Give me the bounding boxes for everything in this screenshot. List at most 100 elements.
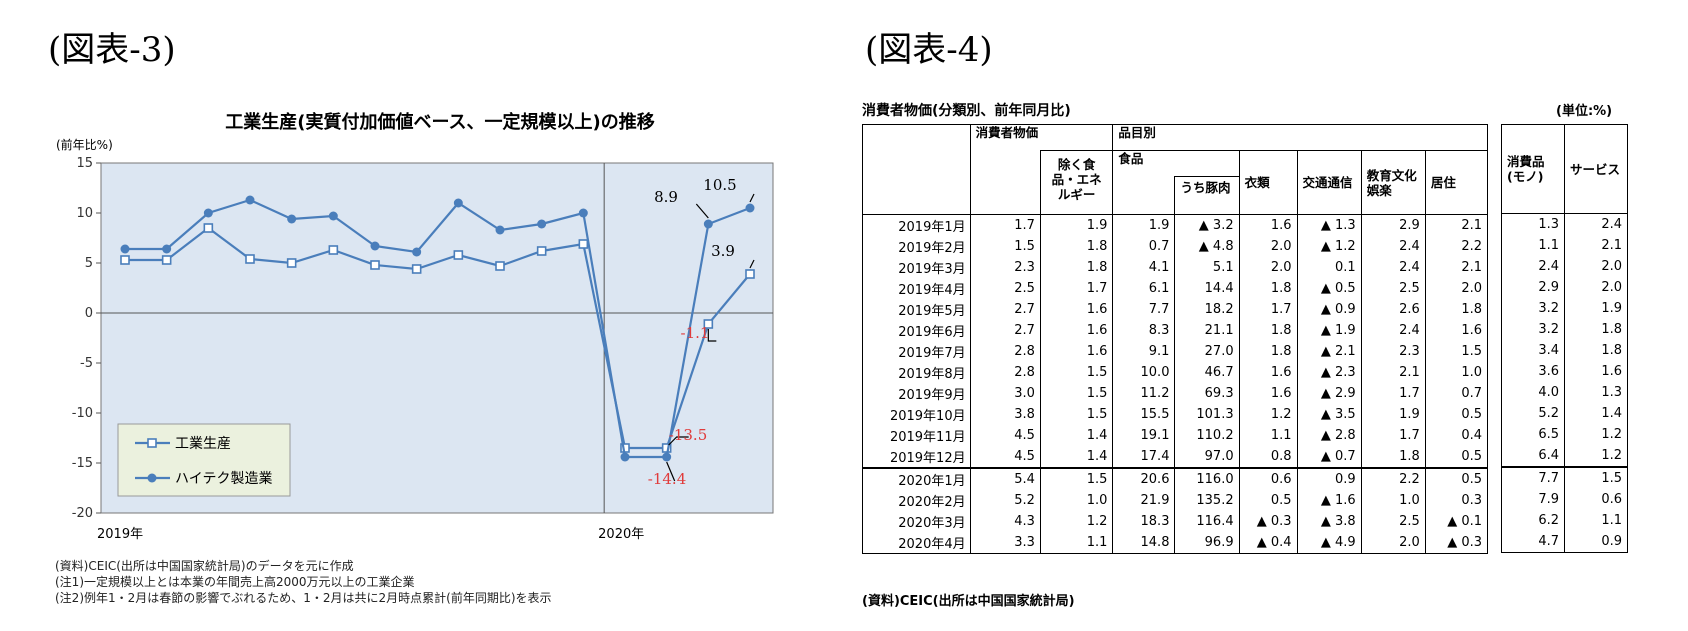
cell-value: 2.5 — [1361, 511, 1426, 532]
cell-value: 9.1 — [1112, 341, 1176, 362]
cell-value: 11.2 — [1112, 383, 1176, 404]
data-point — [453, 250, 464, 260]
cell-value: 1.5 — [1564, 466, 1628, 489]
cell-value: 7.9 — [1500, 489, 1566, 510]
cell-value: ▲ 4.9 — [1297, 532, 1362, 554]
cell-value: 0.3 — [1425, 490, 1489, 511]
y-tick-label: 10 — [76, 206, 93, 221]
cell-value: ▲ 1.3 — [1297, 214, 1362, 236]
row-month: 2019年1月 — [862, 214, 971, 236]
cell-value: 3.2 — [1500, 319, 1566, 340]
data-point — [328, 211, 338, 221]
legend-marker-1 — [147, 438, 157, 448]
cell-value: 1.6 — [1040, 299, 1114, 320]
table-row: 2019年3月 2.3 1.8 4.1 5.1 2.0 0.1 2.4 2.1 — [862, 257, 1489, 278]
cell-value: 6.4 — [1500, 445, 1566, 467]
annotation-leader — [707, 329, 717, 342]
cell-value: ▲ 2.3 — [1297, 362, 1362, 383]
cell-value: 1.9 — [1112, 214, 1176, 236]
cell-value: 135.2 — [1174, 490, 1240, 511]
cell-value: 1.5 — [1040, 362, 1114, 383]
cell-value: 15.5 — [1112, 404, 1176, 425]
legend-marker-2 — [147, 473, 157, 483]
table-row: 2019年4月 2.5 1.7 6.1 14.4 1.8 ▲ 0.5 2.5 2.0 — [862, 278, 1489, 299]
cell-value: 2.7 — [970, 299, 1041, 320]
table-row: 3.2 1.8 — [1500, 319, 1628, 340]
cell-value: 1.0 — [1040, 490, 1114, 511]
table-row: 2020年4月 3.3 1.1 14.8 96.9 ▲ 0.4 ▲ 4.9 2.0 ▲ 0.3 — [862, 532, 1489, 554]
cell-value: 2.2 — [1361, 467, 1426, 490]
cell-value: 18.3 — [1112, 511, 1176, 532]
header-items: 品目別 — [1112, 124, 1488, 151]
data-point — [370, 241, 380, 251]
cell-value: 4.0 — [1500, 382, 1566, 403]
cell-value: 2.1 — [1564, 235, 1628, 256]
annotation-label: -14.4 — [648, 470, 686, 488]
cell-value: 1.2 — [1040, 511, 1114, 532]
table-row: 2019年12月 4.5 1.4 17.4 97.0 0.8 ▲ 0.7 1.8 0.5 — [862, 446, 1489, 468]
table-row: 2019年1月 1.7 1.9 1.9 ▲ 3.2 1.6 ▲ 1.3 2.9 2.1 — [862, 214, 1489, 236]
cell-value: ▲ 0.9 — [1297, 299, 1362, 320]
cell-value: 2.9 — [1500, 277, 1566, 298]
cell-value: 2.0 — [1239, 257, 1298, 278]
header-clothing: 衣類 — [1238, 150, 1298, 215]
cell-value: 3.0 — [970, 383, 1041, 404]
annotation-leader — [695, 203, 709, 219]
cell-value: 2.1 — [1425, 214, 1489, 236]
table-row: 7.7 1.5 — [1500, 466, 1628, 489]
cell-value: 1.8 — [1239, 320, 1298, 341]
series-line-2 — [125, 198, 751, 459]
chart-notes: (資料)CEIC(出所は中国国家統計局)のデータを元に作成 (注1)一定規模以上… — [55, 558, 552, 606]
annotation-leader — [668, 436, 689, 446]
cell-value: 14.8 — [1112, 532, 1176, 554]
cell-value: 5.1 — [1174, 257, 1240, 278]
cell-value: 2.2 — [1425, 236, 1489, 257]
data-point — [495, 261, 505, 271]
cell-value: 97.0 — [1174, 446, 1240, 468]
cell-value: 1.5 — [1040, 404, 1114, 425]
cell-value: 1.2 — [1564, 445, 1628, 467]
cell-value: 2.4 — [1361, 236, 1426, 257]
cell-value: 1.0 — [1425, 362, 1489, 383]
data-point — [120, 255, 130, 265]
data-point — [203, 208, 213, 218]
cell-value: 101.3 — [1174, 404, 1240, 425]
data-point — [703, 219, 713, 229]
cell-value: 2.3 — [970, 257, 1041, 278]
cell-value: 18.2 — [1174, 299, 1240, 320]
data-point — [287, 214, 297, 224]
cell-value: 1.8 — [1564, 340, 1628, 361]
table-row: 2020年1月 5.4 1.5 20.6 116.0 0.6 0.9 2.2 0.5 — [862, 467, 1489, 490]
cell-value: 1.7 — [1239, 299, 1298, 320]
cell-value: 0.6 — [1564, 489, 1628, 510]
data-point — [745, 269, 755, 279]
cell-value: 3.3 — [970, 532, 1041, 554]
data-point — [370, 260, 380, 270]
cell-value: ▲ 1.2 — [1297, 236, 1362, 257]
cell-value: 17.4 — [1112, 446, 1176, 468]
cell-value: 4.5 — [970, 446, 1041, 468]
y-tick-label: -20 — [72, 506, 93, 521]
cell-value: 8.3 — [1112, 320, 1176, 341]
cell-value: 1.4 — [1040, 425, 1114, 446]
cell-value: 0.7 — [1425, 383, 1489, 404]
cell-value: 27.0 — [1174, 341, 1240, 362]
cell-value: 3.8 — [970, 404, 1041, 425]
table-row: 2019年7月 2.8 1.6 9.1 27.0 1.8 ▲ 2.1 2.3 1.5 — [862, 341, 1489, 362]
table-row: 1.1 2.1 — [1500, 235, 1628, 256]
x-year-label-2019: 2019年 — [97, 527, 143, 542]
cell-value: 20.6 — [1112, 467, 1176, 490]
cell-value: 2.1 — [1425, 257, 1489, 278]
cell-value: ▲ 0.3 — [1239, 511, 1298, 532]
table-row: 4.0 1.3 — [1500, 382, 1628, 403]
row-month: 2020年1月 — [862, 467, 971, 490]
table-row: 2020年3月 4.3 1.2 18.3 116.4 ▲ 0.3 ▲ 3.8 2.5 ▲ 0.1 — [862, 511, 1489, 532]
cell-value: ▲ 0.1 — [1425, 511, 1489, 532]
cell-value: 2.4 — [1500, 256, 1566, 277]
table-row: 2019年10月 3.8 1.5 15.5 101.3 1.2 ▲ 3.5 1.9 0.5 — [862, 404, 1489, 425]
cell-value: ▲ 1.6 — [1297, 490, 1362, 511]
cell-value: 3.4 — [1500, 340, 1566, 361]
annotation-leader — [666, 461, 676, 482]
cell-value: 2.4 — [1361, 320, 1426, 341]
row-month: 2020年4月 — [862, 532, 971, 554]
